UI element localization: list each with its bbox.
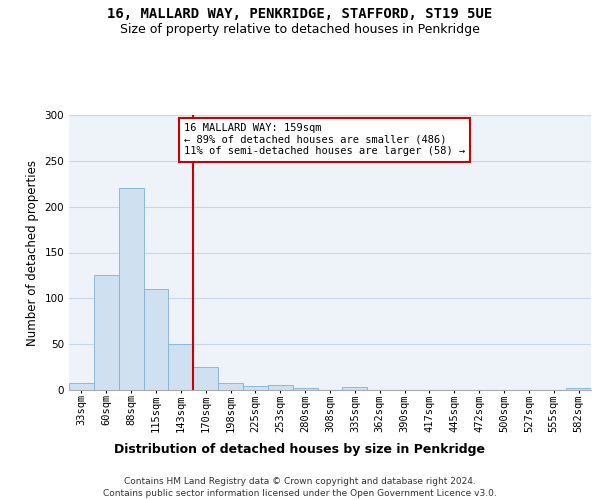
Text: 16, MALLARD WAY, PENKRIDGE, STAFFORD, ST19 5UE: 16, MALLARD WAY, PENKRIDGE, STAFFORD, ST… [107, 8, 493, 22]
Y-axis label: Number of detached properties: Number of detached properties [26, 160, 39, 346]
Text: Distribution of detached houses by size in Penkridge: Distribution of detached houses by size … [115, 442, 485, 456]
Bar [119, 188, 143, 390]
Bar [293, 388, 317, 390]
Bar [243, 386, 268, 390]
Bar [566, 388, 591, 390]
Bar [143, 289, 169, 390]
Bar [218, 382, 243, 390]
Bar [169, 344, 193, 390]
Bar [94, 276, 119, 390]
Bar [69, 382, 94, 390]
Bar [268, 386, 293, 390]
Bar [193, 367, 218, 390]
Bar [343, 387, 367, 390]
Text: Size of property relative to detached houses in Penkridge: Size of property relative to detached ho… [120, 22, 480, 36]
Text: 16 MALLARD WAY: 159sqm
← 89% of detached houses are smaller (486)
11% of semi-de: 16 MALLARD WAY: 159sqm ← 89% of detached… [184, 123, 465, 156]
Text: Contains HM Land Registry data © Crown copyright and database right 2024.: Contains HM Land Registry data © Crown c… [124, 478, 476, 486]
Text: Contains public sector information licensed under the Open Government Licence v3: Contains public sector information licen… [103, 489, 497, 498]
